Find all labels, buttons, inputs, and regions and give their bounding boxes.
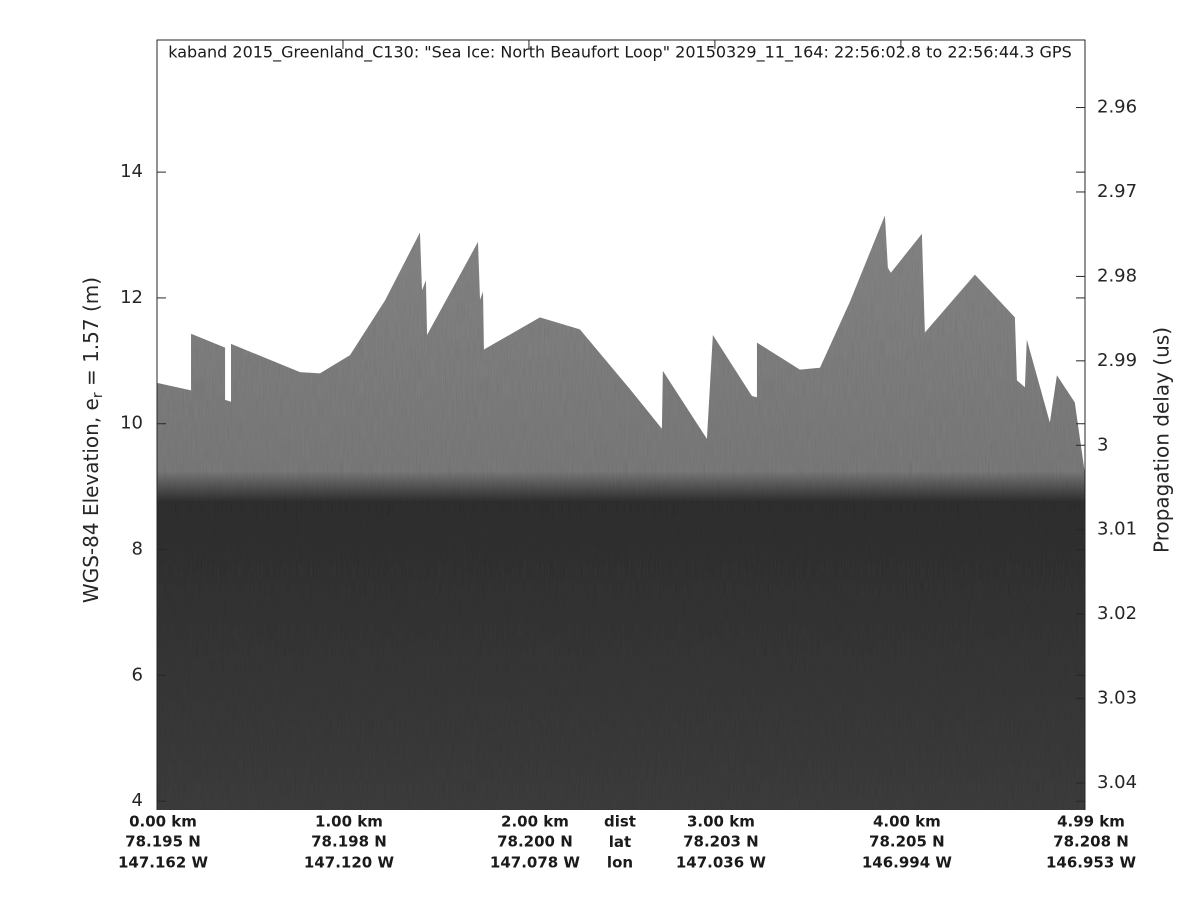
y2-tick-label: 2.97 — [1097, 181, 1137, 202]
y2-tick-label: 3.02 — [1097, 603, 1137, 624]
y-label-main: WGS-84 Elevation, e — [79, 398, 103, 603]
y2-axis-label: Propagation delay (us) — [1150, 327, 1174, 553]
lat-label: 78.195 N — [125, 833, 201, 851]
x-tick-label: 3.00 km — [687, 813, 755, 831]
lat-label: 78.205 N — [869, 833, 945, 851]
lat-label: 78.200 N — [497, 833, 573, 851]
x-tick-label: 4.99 km — [1057, 813, 1125, 831]
plot-area — [157, 215, 1085, 810]
chart-title: kaband 2015_Greenland_C130: "Sea Ice: No… — [168, 43, 1071, 63]
y-tick-label: 4 — [132, 790, 143, 811]
lon-label: 146.953 W — [1046, 854, 1137, 872]
lat-label: 78.208 N — [1053, 833, 1129, 851]
y-tick-label: 6 — [132, 664, 143, 685]
y-tick-label: 8 — [132, 539, 143, 560]
y-tick-label: 10 — [120, 413, 143, 434]
y2-tick-label: 2.99 — [1097, 350, 1137, 371]
y2-tick-label: 2.98 — [1097, 265, 1137, 286]
x-tick-label: 4.00 km — [873, 813, 941, 831]
lat-label: 78.198 N — [311, 833, 387, 851]
lon-label: 147.120 W — [304, 854, 395, 872]
echogram-surface — [157, 215, 1085, 810]
y2-tick-label: 3 — [1097, 434, 1108, 455]
lon-label: 147.162 W — [118, 854, 209, 872]
y2-tick-label: 3.04 — [1097, 772, 1137, 793]
lat-label: 78.203 N — [683, 833, 759, 851]
y2-tick-label: 2.96 — [1097, 97, 1137, 118]
y-label-rest: = 1.57 (m) — [79, 277, 103, 392]
axes-box — [156, 39, 1086, 810]
y-tick-label: 12 — [120, 287, 143, 308]
y-label-sub: r — [90, 392, 106, 398]
y2-tick-label: 3.03 — [1097, 688, 1137, 709]
y2-tick-label: 3.01 — [1097, 519, 1137, 540]
row-name: lon — [607, 854, 633, 872]
lon-label: 146.994 W — [862, 854, 953, 872]
y-tick-label: 14 — [120, 161, 143, 182]
x-tick-label: 0.00 km — [129, 813, 197, 831]
row-name: lat — [609, 833, 631, 851]
x-tick-label: 1.00 km — [315, 813, 383, 831]
lon-label: 147.078 W — [490, 854, 581, 872]
y-axis-label: WGS-84 Elevation, er = 1.57 (m) — [79, 277, 107, 603]
row-name: dist — [604, 813, 636, 831]
lon-label: 147.036 W — [676, 854, 767, 872]
x-tick-label: 2.00 km — [501, 813, 569, 831]
